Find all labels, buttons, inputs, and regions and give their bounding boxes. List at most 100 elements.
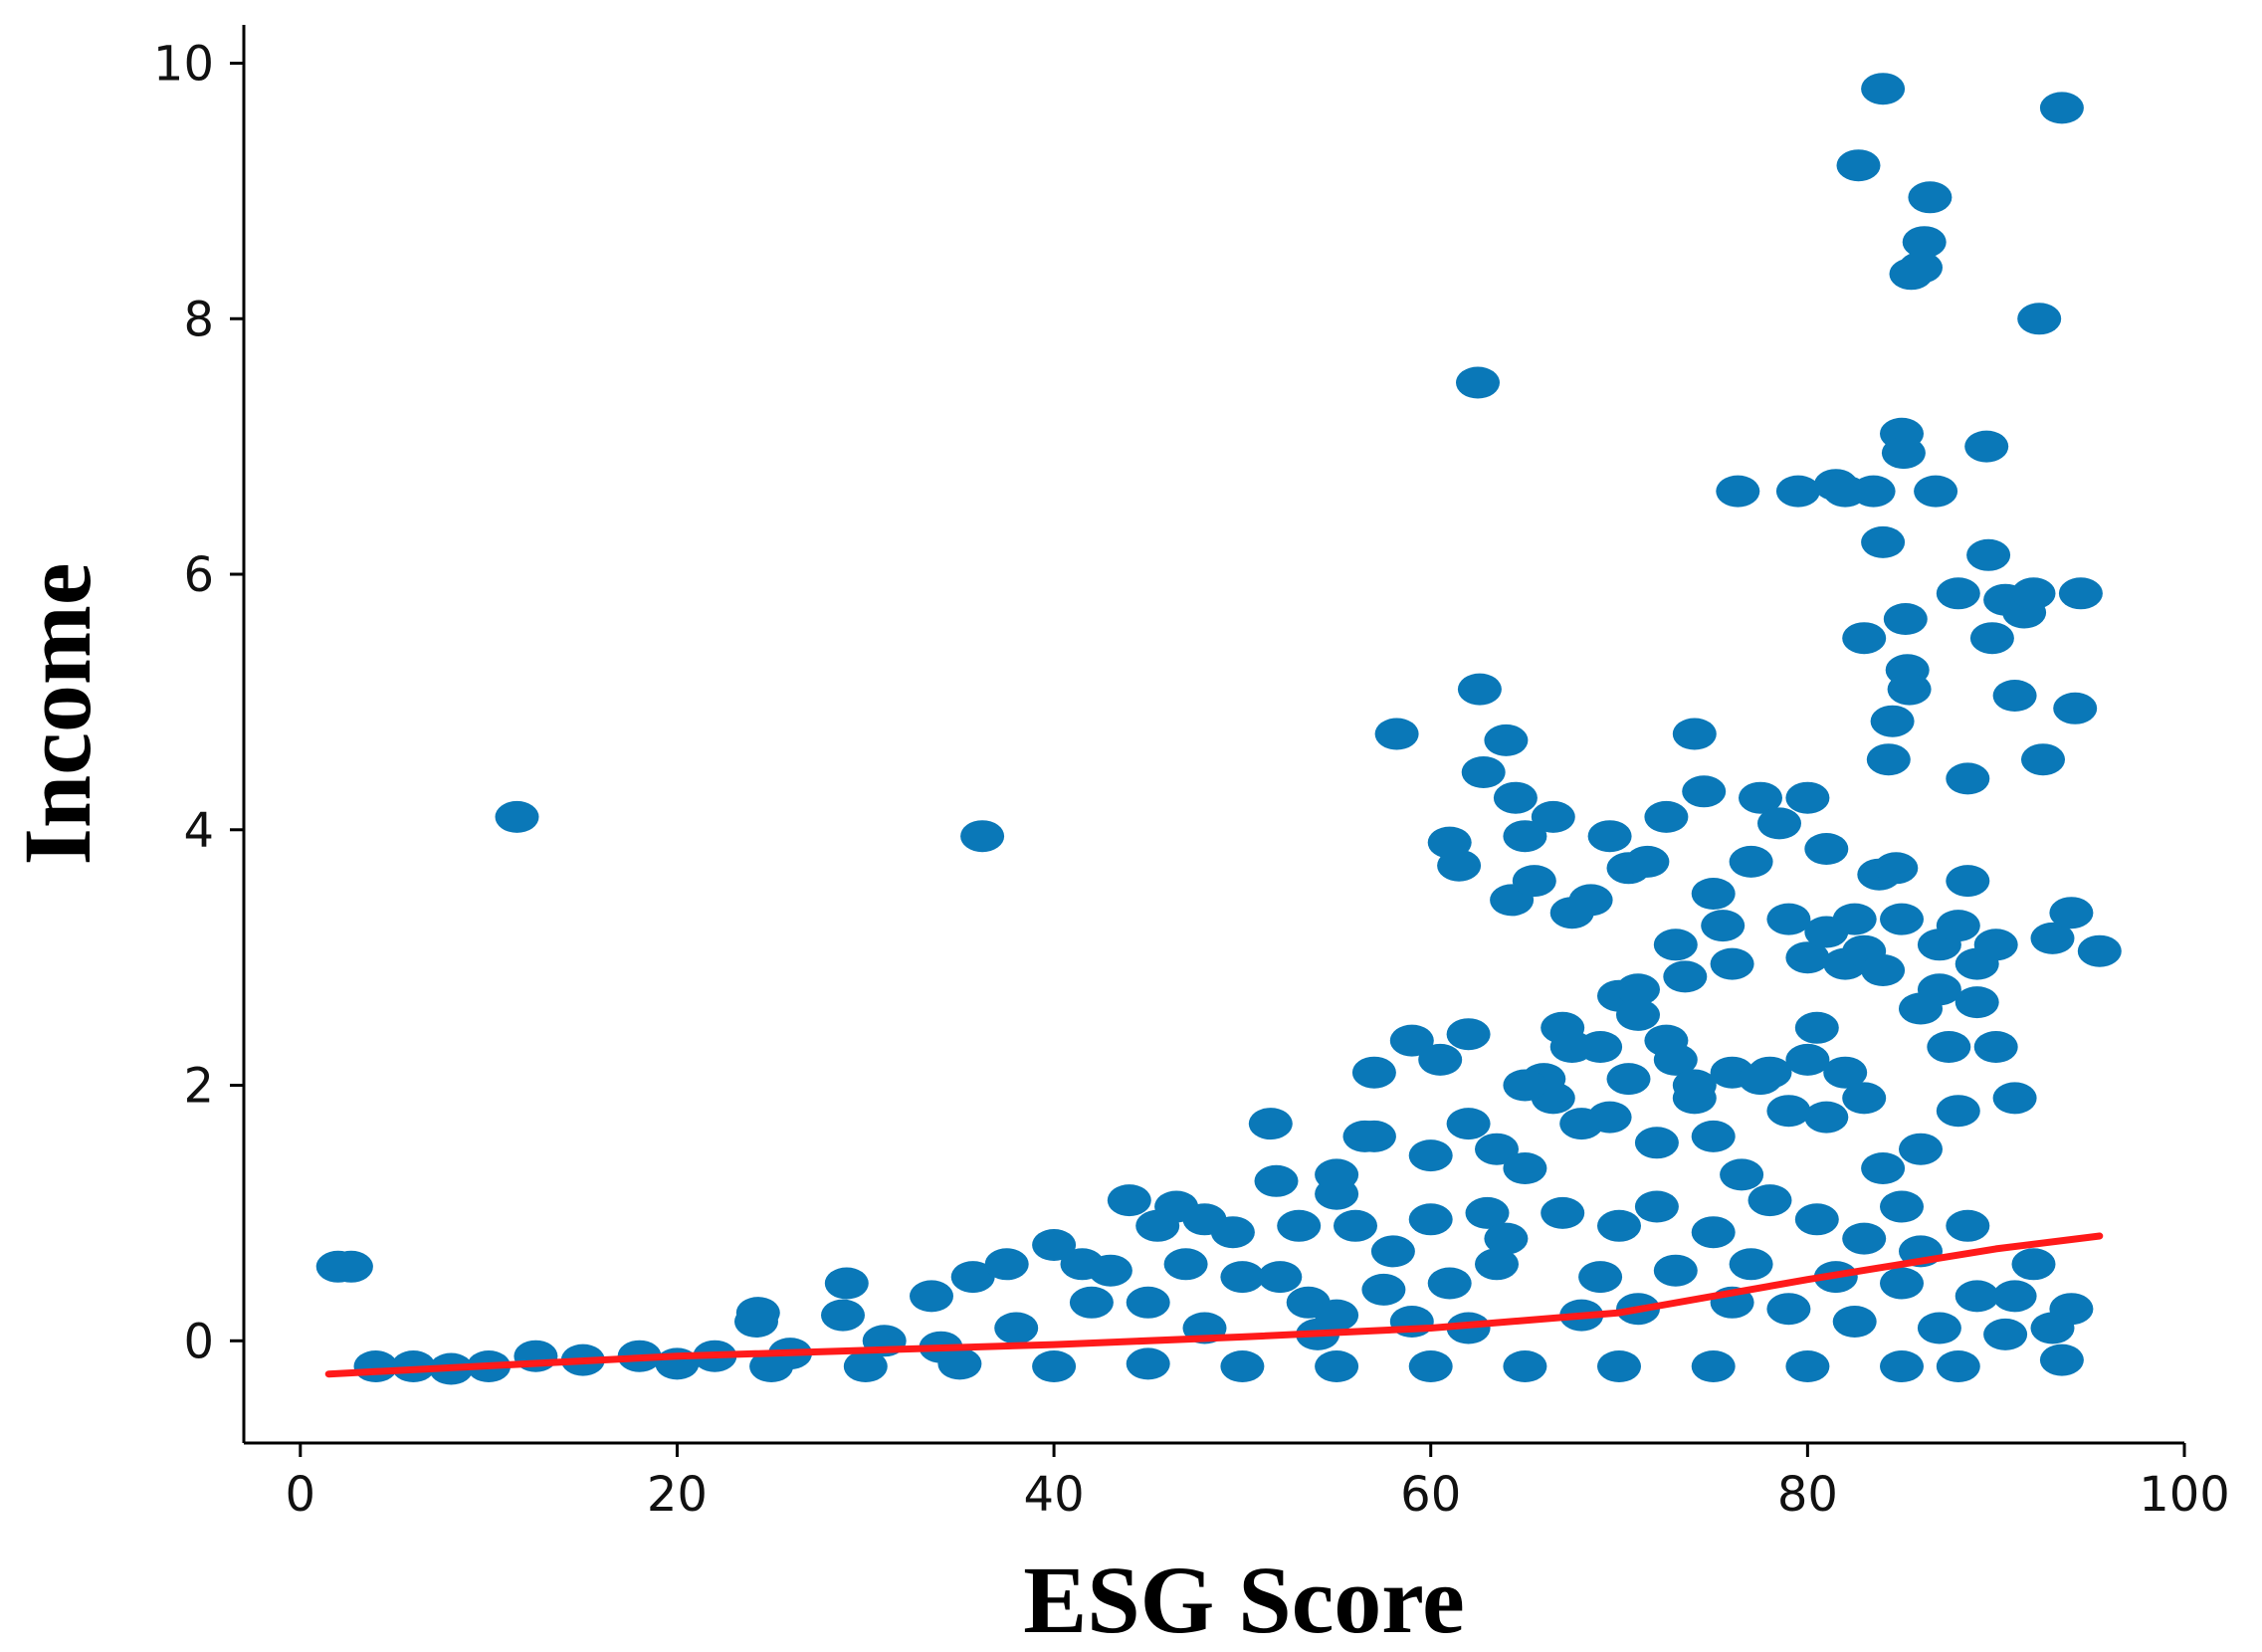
scatter-point — [1992, 680, 2037, 712]
y-tick-label: 8 — [183, 292, 214, 347]
scatter-point — [1032, 1229, 1077, 1261]
scatter-point — [1914, 475, 1958, 508]
scatter-point — [2030, 1312, 2075, 1344]
scatter-point — [1475, 1133, 1519, 1165]
y-tick-label: 6 — [183, 547, 214, 603]
scatter-point — [1992, 1082, 2037, 1115]
scatter-point — [1887, 673, 1932, 706]
scatter-point — [1969, 622, 2014, 655]
scatter-point — [1672, 718, 1717, 750]
x-tick-label: 100 — [2139, 1467, 2230, 1523]
scatter-point — [1936, 577, 1980, 610]
scatter-point — [1851, 475, 1896, 508]
scatter-point — [1729, 845, 1773, 878]
scatter-point — [1616, 998, 1660, 1031]
scatter-point — [1361, 1273, 1406, 1306]
scatter-point — [1682, 775, 1727, 808]
scatter-point — [1766, 903, 1811, 935]
scatter-point — [1512, 865, 1556, 898]
scatter-point — [1484, 1222, 1529, 1255]
scatter-point — [1861, 1152, 1906, 1184]
scatter-point — [1729, 1248, 1773, 1281]
scatter-point — [1493, 781, 1538, 814]
scatter-point — [1804, 916, 1849, 948]
scatter-point — [2011, 577, 2056, 610]
scatter-point — [2049, 897, 2094, 929]
scatter-point — [1634, 1127, 1679, 1159]
scatter-point — [1691, 1120, 1736, 1152]
scatter-point — [1842, 1082, 1887, 1115]
x-tick-label: 40 — [1024, 1467, 1085, 1523]
scatter-point — [1880, 903, 1924, 935]
scatter-point — [1351, 1120, 1396, 1152]
scatter-point — [1946, 1209, 1990, 1242]
scatter-point — [1794, 1011, 1839, 1044]
scatter-point — [1766, 1095, 1811, 1128]
scatter-point — [1351, 1056, 1396, 1089]
scatter-point — [1672, 1069, 1717, 1102]
scatter-point — [2011, 1248, 2056, 1281]
y-tick-label: 10 — [153, 37, 214, 93]
scatter-point — [1946, 865, 1990, 898]
scatter-point — [1832, 1306, 1877, 1338]
scatter-point — [1408, 1139, 1453, 1172]
scatter-point — [1785, 781, 1830, 814]
scatter-point — [1902, 226, 1947, 259]
scatter-point — [1408, 1203, 1453, 1236]
scatter-point — [1836, 149, 1881, 182]
y-tick-label: 4 — [183, 803, 214, 859]
scatter-point — [1254, 1164, 1299, 1197]
scatter-point — [495, 800, 539, 833]
scatter-point — [1739, 781, 1782, 814]
scatter-point — [1446, 1108, 1491, 1140]
axes: 0 20 40 60 80 100 0 2 4 6 8 10 — [153, 25, 2230, 1523]
scatter-point — [1861, 73, 1906, 105]
scatter-point — [1248, 1108, 1293, 1140]
scatter-point — [1032, 1350, 1077, 1382]
scatter-point — [1644, 800, 1689, 833]
scatter-point — [1418, 1043, 1463, 1076]
scatter-point — [1370, 1235, 1415, 1268]
scatter-point — [1531, 800, 1575, 833]
scatter-point — [1880, 1267, 1924, 1300]
x-tick-label: 80 — [1777, 1467, 1838, 1523]
scatter-point — [2021, 743, 2065, 776]
scatter-point — [910, 1280, 953, 1313]
scatter-point — [1710, 947, 1754, 980]
scatter-point — [2039, 92, 2084, 124]
scatter-point — [1625, 845, 1670, 878]
scatter-point — [1334, 1209, 1377, 1242]
scatter-point — [1842, 622, 1887, 655]
scatter-point — [1794, 1203, 1839, 1236]
scatter-point — [1126, 1286, 1170, 1319]
scatter-point — [1408, 1350, 1453, 1382]
scatter-point — [1653, 929, 1698, 961]
scatter-point — [1578, 1261, 1623, 1294]
scatter-point — [1966, 538, 2011, 571]
scatter-point — [1866, 743, 1911, 776]
scatter-point — [1587, 1101, 1632, 1134]
scatter-point — [2058, 577, 2103, 610]
scatter-point — [1899, 251, 1943, 284]
scatter-point — [2030, 922, 2075, 954]
scatter-point — [1088, 1254, 1132, 1287]
scatter-point — [1954, 1280, 1999, 1313]
scatter-point — [1757, 807, 1801, 840]
scatter-point — [1126, 1347, 1170, 1380]
scatter-point — [1983, 1318, 2028, 1350]
scatter-point — [950, 1261, 995, 1294]
scatter-point — [1936, 910, 1980, 942]
scatter-point — [1484, 723, 1529, 756]
scatter-point — [1775, 475, 1820, 508]
x-tick-label: 60 — [1400, 1467, 1461, 1523]
x-tick-label: 20 — [647, 1467, 708, 1523]
scatter-point — [1503, 820, 1547, 853]
scatter-point — [984, 1248, 1029, 1281]
y-axis-title: Income — [4, 563, 110, 866]
scatter-point — [1766, 1293, 1811, 1326]
scatter-point — [328, 1250, 373, 1283]
scatter-point — [1220, 1261, 1265, 1294]
scatter-point — [1973, 1031, 2018, 1063]
